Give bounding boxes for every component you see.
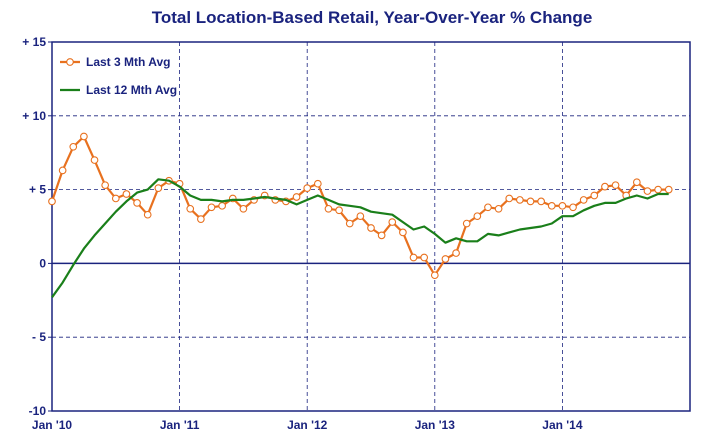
data-point: [611, 181, 620, 190]
data-point: [654, 185, 662, 194]
axes: [48, 41, 691, 412]
data-point: [335, 206, 343, 215]
series-line: [51, 178, 669, 298]
data-point: [409, 253, 418, 262]
data-point: [462, 219, 471, 228]
data-point: [356, 212, 365, 221]
y-tick-label: 0: [39, 256, 46, 270]
data-point: [569, 203, 577, 212]
plot-border: [51, 41, 691, 412]
data-point: [324, 204, 333, 213]
data-point: [399, 228, 407, 237]
data-point: [526, 197, 535, 206]
data-point: [590, 191, 599, 200]
x-tick-label: Jan '12: [287, 418, 328, 432]
legend-marker: [66, 58, 74, 66]
data-point: [101, 181, 110, 190]
data-point: [207, 203, 216, 212]
data-point: [579, 196, 588, 204]
data-point: [537, 197, 545, 206]
data-point: [441, 255, 450, 263]
data-point: [111, 194, 120, 203]
legend-label: Last 3 Mth Avg: [86, 55, 170, 69]
data-point: [90, 156, 99, 164]
data-point: [58, 166, 67, 175]
legend-label: Last 12 Mth Avg: [86, 83, 177, 97]
data-point: [484, 203, 492, 212]
data-point: [186, 204, 195, 213]
y-axis-tick-labels: + 15 + 10 + 5 0 - 5 -10: [22, 35, 46, 418]
legend: Last 3 Mth Avg Last 12 Mth Avg: [60, 55, 177, 97]
data-point: [516, 196, 524, 204]
data-point: [313, 179, 322, 188]
y-tick-label: + 10: [22, 109, 46, 123]
data-point: [420, 253, 429, 262]
data-point: [303, 184, 312, 192]
y-tick-label: - 5: [32, 330, 46, 344]
data-point: [239, 204, 248, 213]
data-point: [133, 199, 141, 207]
data-point: [122, 190, 131, 198]
data-point: [505, 194, 514, 203]
data-point: [197, 215, 205, 223]
x-tick-label: Jan '13: [415, 418, 456, 432]
data-point: [558, 201, 567, 210]
y-tick-label: + 15: [22, 35, 46, 49]
x-tick-label: Jan '10: [32, 418, 73, 432]
data-point: [154, 184, 163, 192]
data-point: [473, 212, 482, 221]
data-point: [218, 201, 226, 210]
data-point: [345, 219, 354, 228]
data-point: [494, 204, 503, 213]
data-point: [601, 182, 609, 191]
x-tick-label: Jan '14: [542, 418, 583, 432]
x-axis-tick-labels: Jan '10 Jan '11 Jan '12 Jan '13 Jan '14: [32, 418, 583, 432]
data-point: [632, 178, 641, 187]
data-point: [292, 193, 301, 201]
data-point: [547, 201, 556, 210]
data-point: [643, 187, 652, 195]
y-tick-label: -10: [29, 404, 47, 418]
data-point: [452, 249, 460, 257]
data-point: [48, 197, 56, 206]
data-point: [664, 185, 673, 194]
data-point: [80, 132, 88, 141]
data-point: [69, 142, 78, 151]
chart-title: Total Location-Based Retail, Year-Over-Y…: [152, 8, 593, 27]
y-tick-label: + 5: [29, 183, 46, 197]
x-tick-label: Jan '11: [160, 418, 200, 432]
data-point: [367, 224, 375, 232]
data-point: [430, 271, 439, 280]
data-point: [388, 218, 397, 226]
data-series: [48, 132, 673, 298]
data-point: [377, 231, 386, 240]
data-point: [143, 210, 152, 219]
